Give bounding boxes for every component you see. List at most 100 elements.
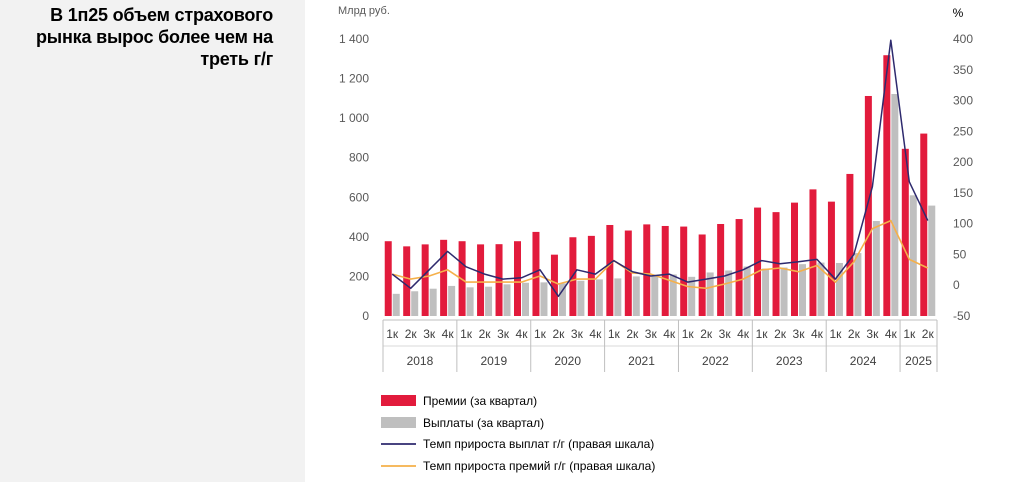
premium-bar [717,223,725,316]
chart-axes: Млрд руб. % 0 200 400 600 800 1 000 1 200 1 400 -5… [338,5,973,323]
payout-bar [780,267,788,316]
left-tick-label: 0 [362,309,369,323]
quarter-label: 2к [405,327,418,341]
payout-bar [909,195,917,316]
payout-bar [928,205,936,316]
right-tick-label: 100 [953,217,973,231]
quarter-label: 2к [479,327,492,341]
chart-legend: Премии (за квартал) Выплаты (за квартал) Т… [381,394,655,473]
premium-bar [532,231,540,316]
quarter-label: 2к [700,327,713,341]
payout-bar [485,286,493,316]
quarter-label: 3к [645,327,658,341]
quarter-label: 3к [571,327,584,341]
premium-bar [495,244,503,316]
quarter-label: 4к [885,327,898,341]
quarter-label: 4к [663,327,676,341]
premium-bar [883,55,891,317]
right-tick-label: 350 [953,63,973,77]
payout-bar [503,284,511,316]
payout-bar [632,276,640,316]
right-tick-label: 150 [953,186,973,200]
left-tick-label: 200 [349,269,369,283]
premium-bar [440,239,448,316]
payout-bar [762,268,770,316]
premium-bar [809,189,817,316]
payout-bar [411,291,419,316]
premium-bar [421,244,429,316]
premium-bar [901,148,909,316]
left-tick-label: 400 [349,230,369,244]
premium-growth-line [391,219,929,290]
premium-bar [791,202,798,316]
left-tick-label: 600 [349,190,369,204]
premium-bar [550,254,558,316]
payout-bar [835,262,843,316]
side-panel: В 1п25 объем страхового рынка вырос боле… [0,0,305,482]
quarter-label: 2к [848,327,861,341]
premium-bar [680,226,688,316]
chart-bars [384,55,936,317]
legend-label-payout-growth: Темп прироста выплат г/г (правая шкала) [423,437,654,451]
legend-swatch-payouts [381,417,416,428]
quarter-label: 4к [516,327,529,341]
left-tick-label: 1 200 [339,72,369,86]
left-tick-label: 1 400 [339,32,369,46]
quarter-label: 2к [552,327,565,341]
payout-bar [466,287,474,316]
payout-bar [817,262,825,316]
left-axis-unit: Млрд руб. [338,5,390,17]
payout-bar [725,270,733,316]
legend-label-premium-growth: Темп прироста премий г/г (правая шкала) [423,459,655,473]
quarter-label: 2к [922,327,935,341]
year-label: 2019 [480,354,507,368]
premium-bar [772,212,780,316]
quarter-label: 2к [774,327,787,341]
premium-bar [698,234,706,316]
quarter-label: 2к [626,327,639,341]
right-tick-label: 50 [953,247,967,261]
payout-bar [669,274,677,316]
year-label: 2021 [628,354,655,368]
payout-bar [614,278,622,316]
payout-bar [448,285,456,316]
quarter-label: 3к [793,327,806,341]
year-label: 2020 [554,354,581,368]
chart-x-axis: 1к 2к 3к 4к 1к 2к 3к 4к 1к 2к 3к 4к 1к 2к 3к 4к 1к 2к 3к 4к… [382,319,938,372]
premium-bar [587,235,595,316]
premium-bar [624,230,632,316]
year-label: 2024 [850,354,877,368]
right-axis-unit: % [953,6,964,20]
legend-swatch-premiums [381,395,416,406]
premium-bar [846,173,854,316]
year-label: 2023 [776,354,803,368]
left-tick-label: 800 [349,151,369,165]
right-tick-label: 0 [953,278,960,292]
left-tick-label: 1 000 [339,111,369,125]
quarter-label: 1к [608,327,621,341]
quarter-label: 1к [534,327,547,341]
quarter-label: 3к [719,327,732,341]
legend-label-payouts: Выплаты (за квартал) [423,416,544,430]
premium-bar [827,201,835,316]
quarter-label: 4к [811,327,824,341]
quarter-label: 4к [737,327,750,341]
premium-bar [735,219,743,316]
quarter-label: 4к [589,327,602,341]
quarter-label: 1к [903,327,916,341]
premium-bar [477,244,485,316]
right-tick-label: 250 [953,124,973,138]
chart-lines [391,39,929,298]
payout-bar [743,266,751,316]
payout-growth-line [391,39,929,298]
premium-bar [643,224,651,316]
premium-bar [384,241,392,316]
payout-bar [688,276,696,316]
premium-bar [403,246,411,316]
legend-label-premiums: Премии (за квартал) [423,394,537,408]
payout-bar [577,280,585,316]
premium-bar [606,224,614,316]
year-label: 2018 [407,354,434,368]
premium-bar [864,95,872,317]
premium-bar [661,225,669,316]
